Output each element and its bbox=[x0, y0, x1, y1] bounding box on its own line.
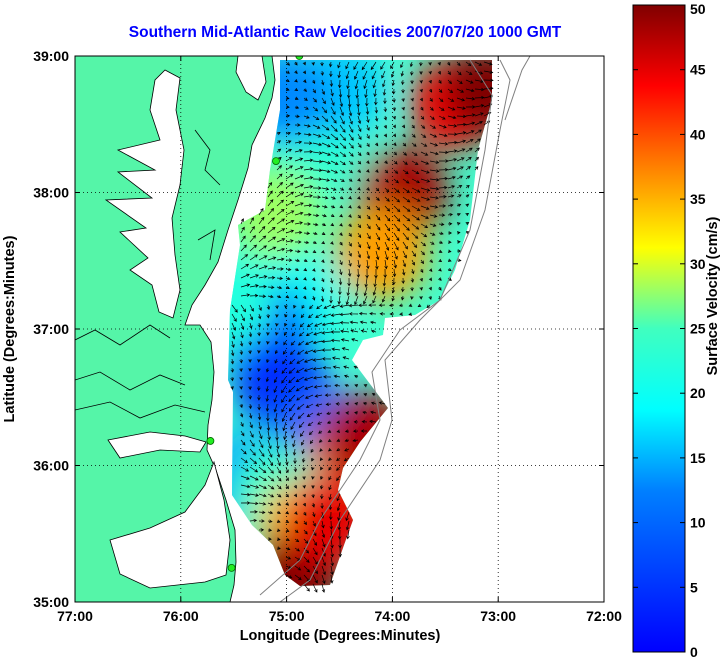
colorbar-tick-label: 20 bbox=[690, 385, 706, 401]
colorbar-tick-label: 35 bbox=[690, 191, 706, 207]
current-vectors bbox=[230, 61, 494, 593]
radar-site-marker bbox=[206, 437, 215, 445]
colorbar-tick-label: 10 bbox=[690, 515, 706, 531]
y-tick-label: 36:00 bbox=[33, 458, 69, 474]
colorbar-tick-label: 30 bbox=[690, 256, 706, 272]
chesapeake-bay bbox=[104, 69, 185, 319]
vector-arrows bbox=[230, 61, 494, 593]
albemarle-sound bbox=[107, 431, 207, 459]
colorbar-tick-label: 5 bbox=[690, 579, 698, 595]
x-tick-label: 77:00 bbox=[57, 608, 93, 624]
colorbar-tick-label: 45 bbox=[690, 62, 706, 78]
x-tick-label: 75:00 bbox=[269, 608, 305, 624]
x-axis-label: Longitude (Degrees:Minutes) bbox=[240, 628, 441, 644]
colorbar-tick-label: 40 bbox=[690, 126, 706, 142]
pamlico-sound bbox=[109, 460, 231, 589]
radar-site-marker bbox=[227, 563, 236, 572]
colorbar-tick-label: 15 bbox=[690, 450, 706, 466]
x-tick-label: 76:00 bbox=[163, 608, 199, 624]
coastal-rivers bbox=[75, 129, 221, 419]
grid-lines bbox=[75, 56, 604, 602]
map-title: Southern Mid-Atlantic Raw Velocities 200… bbox=[128, 24, 562, 41]
y-tick-label: 38:00 bbox=[33, 185, 69, 201]
y-tick-label: 35:00 bbox=[33, 594, 69, 610]
x-tick-label: 74:00 bbox=[374, 608, 410, 624]
y-axis-label: Latitude (Degrees:Minutes) bbox=[2, 235, 18, 422]
colorbar-tick-label: 0 bbox=[690, 644, 698, 659]
x-tick-label: 73:00 bbox=[480, 608, 516, 624]
radar-sites bbox=[206, 56, 304, 572]
colorbar-label: Surface Velocity (cm/s) bbox=[705, 216, 721, 375]
delaware-bay bbox=[235, 56, 267, 101]
speed-region-2 bbox=[441, 60, 492, 137]
y-tick-label: 39:00 bbox=[33, 48, 69, 64]
colorbar-tick-label: 50 bbox=[690, 1, 706, 17]
colorbar-tick-label: 25 bbox=[690, 321, 706, 337]
x-tick-label: 72:00 bbox=[586, 608, 622, 624]
bathymetry-contours bbox=[259, 56, 531, 602]
colorbar bbox=[632, 4, 686, 653]
radar-site-marker bbox=[272, 157, 280, 166]
y-tick-label: 37:00 bbox=[33, 321, 69, 337]
radar-site-marker bbox=[295, 56, 304, 60]
